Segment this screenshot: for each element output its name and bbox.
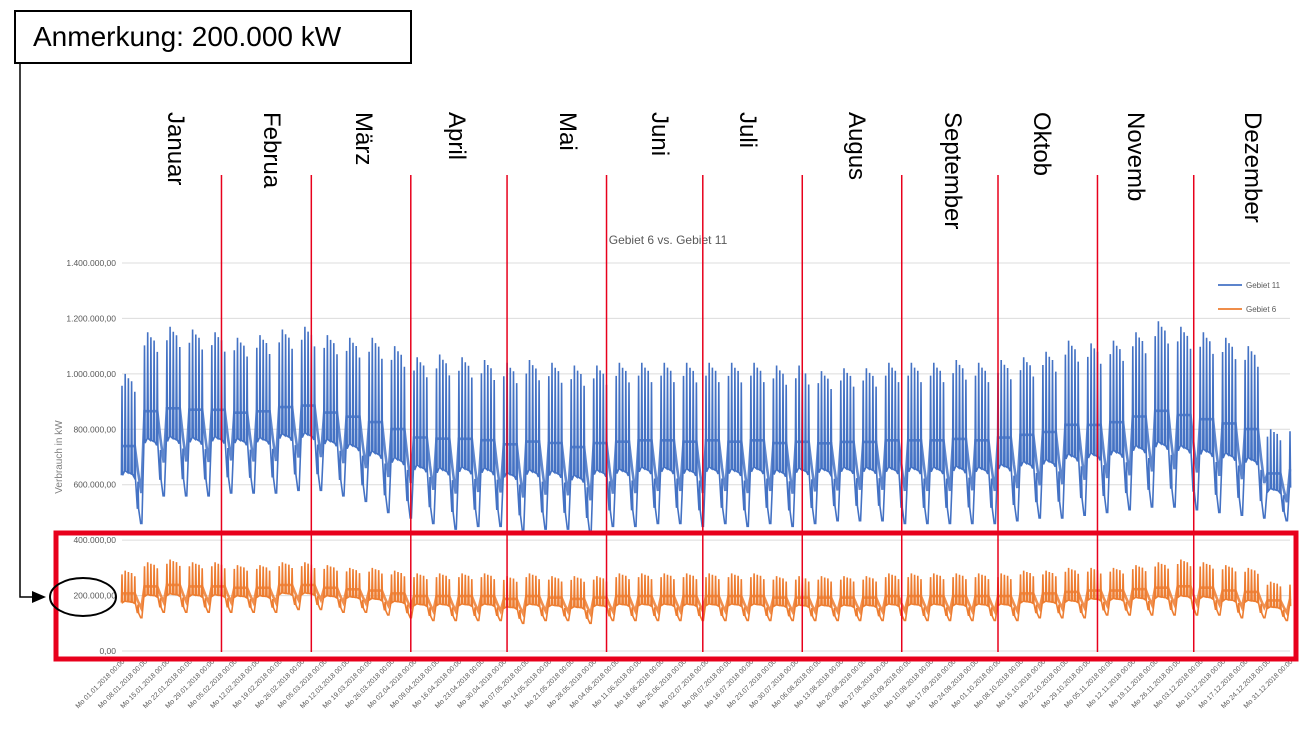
legend-label: Gebiet 11 xyxy=(1246,281,1281,290)
legend: Gebiet 11 Gebiet 6 xyxy=(1218,281,1281,314)
y-tick-label: 1.400.000,00 xyxy=(66,258,116,268)
month-label: Mai xyxy=(554,112,581,151)
y-axis-label: Verbrauch in kW xyxy=(54,420,65,494)
month-label: Dezember xyxy=(1239,112,1266,223)
chart-title: Gebiet 6 vs. Gebiet 11 xyxy=(609,233,728,247)
month-label: März xyxy=(350,112,377,165)
month-label: Oktob xyxy=(1028,112,1055,176)
y-tick-label: 200.000,00 xyxy=(73,591,116,601)
month-label: Februa xyxy=(258,112,285,189)
month-label: Juli xyxy=(734,112,761,148)
y-tick-labels: 0,00 200.000,00 400.000,00 600.000,00 800.00… xyxy=(66,258,116,656)
month-divider-layer: Januar Februa März April Mai Juni Juli Augus Sep… xyxy=(162,112,1266,652)
connector-arrow-head xyxy=(32,591,46,603)
y-tick-label: 1.000.000,00 xyxy=(66,369,116,379)
y-tick-label: 0,00 xyxy=(99,646,116,656)
y-tick-label: 400.000,00 xyxy=(73,535,116,545)
annotation-box: Anmerkung: 200.000 kW xyxy=(14,10,412,64)
series-average-line xyxy=(122,404,1292,503)
month-label: Januar xyxy=(162,112,189,185)
month-label: Juni xyxy=(646,112,673,156)
y-tick-label: 800.000,00 xyxy=(73,424,116,434)
series-average-line xyxy=(122,583,1292,618)
legend-label: Gebiet 6 xyxy=(1246,305,1277,314)
series-layer xyxy=(120,321,1292,625)
y-tick-label: 1.200.000,00 xyxy=(66,313,116,323)
series-line xyxy=(120,559,1292,625)
y-tick-label: 600.000,00 xyxy=(73,480,116,490)
month-label: Novemb xyxy=(1122,112,1149,201)
month-label: April xyxy=(443,112,470,160)
month-label: September xyxy=(939,112,966,229)
highlight-ellipse xyxy=(49,577,117,617)
connector-line xyxy=(19,64,34,598)
highlight-frame xyxy=(53,530,1299,662)
series-line xyxy=(120,321,1292,536)
month-label: Augus xyxy=(843,112,870,180)
